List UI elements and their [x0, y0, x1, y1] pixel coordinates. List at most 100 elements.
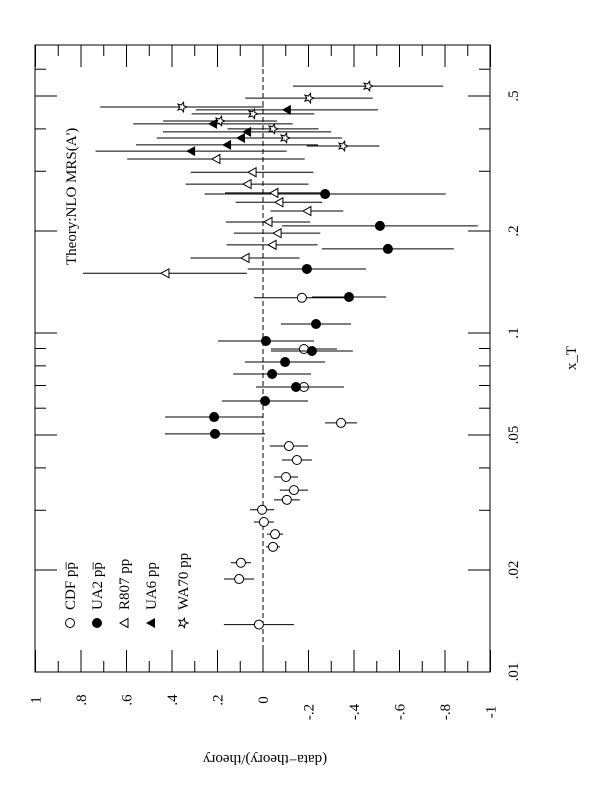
open-circle-marker	[257, 504, 268, 515]
open-circle-marker	[288, 485, 299, 496]
open-circle-marker	[65, 618, 75, 628]
y-tick-label: 0	[256, 696, 272, 704]
open-circle-marker	[268, 541, 279, 552]
series-wa70	[100, 80, 444, 153]
open-triangle-marker	[210, 153, 221, 165]
annotation-theory: Theory:NLO MRS(A')	[64, 128, 80, 265]
open-circle-marker	[283, 441, 294, 452]
open-circle-marker	[258, 516, 269, 527]
open-star-marker	[177, 616, 190, 630]
filled-circle-marker	[280, 357, 291, 368]
filled-circle-marker	[209, 428, 220, 439]
legend-item-ua2: UA2 pp̅	[90, 562, 106, 628]
open-triangle-marker	[240, 252, 250, 264]
open-circle-marker	[336, 417, 347, 428]
legend-series-name: R807	[117, 574, 133, 610]
open-star-marker	[176, 101, 189, 114]
x-axis-label: x_T	[564, 346, 580, 370]
filled-circle-marker	[382, 243, 393, 254]
legend-label: WA70 pp	[176, 553, 192, 610]
x-tick-label: .2	[506, 225, 522, 236]
filled-triangle-marker	[222, 139, 232, 150]
filled-circle-marker	[260, 336, 271, 347]
filled-circle-marker	[374, 220, 385, 231]
legend-series-name: CDF	[63, 577, 79, 610]
filled-circle-marker	[209, 412, 220, 423]
series-cdf	[223, 292, 357, 630]
legend-beam: pp̅	[90, 562, 106, 577]
open-triangle-marker	[268, 187, 279, 199]
y-tick-label: .4	[165, 694, 181, 706]
open-circle-marker	[291, 455, 302, 466]
y-tick-label: .6	[120, 694, 136, 706]
open-star-marker	[267, 122, 280, 135]
filled-triangle-marker	[186, 146, 196, 157]
legend-label: UA2 pp̅	[90, 562, 106, 610]
open-circle-marker	[234, 574, 245, 585]
open-triangle-marker	[159, 267, 170, 279]
filled-circle-marker	[301, 263, 312, 274]
legend-item-ua6: UA6 pp	[144, 562, 160, 628]
y-tick-label: -.6	[393, 703, 409, 720]
open-star-marker	[303, 92, 316, 105]
x-tick-label: .01	[506, 663, 522, 682]
open-circle-marker	[270, 529, 281, 540]
y-tick-label: -.4	[347, 703, 363, 720]
legend-label: UA6 pp	[144, 562, 160, 610]
y-tick-label: .8	[74, 694, 90, 705]
y-tick-label: -.2	[302, 704, 318, 720]
filled-triangle-marker	[146, 618, 155, 628]
y-tick-label: 1	[29, 696, 45, 704]
open-circle-marker	[253, 619, 264, 630]
tick-labels: .01 .02 .05 .1 .2 .5 1 .8 .6 .4 .2 0 -.2 -.4 -.6 -.8 -1	[29, 90, 523, 720]
series-ua6	[95, 104, 378, 157]
filled-circle-marker	[92, 618, 102, 628]
open-star-marker	[362, 80, 375, 93]
y-tick-label: -.8	[438, 704, 454, 720]
legend-beam: pp	[144, 562, 160, 577]
open-triangle-marker	[118, 617, 129, 629]
filled-circle-marker	[267, 368, 278, 379]
open-triangle-marker	[242, 178, 252, 190]
open-triangle-marker	[273, 196, 284, 208]
legend-series-name: UA6	[144, 577, 160, 610]
y-tick-label: -1	[484, 706, 500, 719]
open-triangle-marker	[267, 239, 277, 251]
open-triangle-marker	[247, 166, 257, 178]
x-tick-label: .5	[506, 90, 522, 101]
x-tick-label: .05	[506, 426, 522, 445]
filled-circle-marker	[260, 396, 271, 407]
open-star-marker	[247, 107, 260, 120]
filled-circle-marker	[306, 345, 317, 356]
legend-item-wa70: WA70 pp	[176, 553, 192, 630]
filled-circle-marker	[311, 319, 322, 330]
open-circle-marker	[281, 494, 292, 505]
open-triangle-marker	[262, 216, 273, 228]
legend-beam: pp̅	[63, 562, 79, 577]
legend-beam: pp	[117, 559, 133, 574]
legend-series-name: WA70	[176, 568, 192, 610]
x-tick-label: .1	[506, 327, 522, 338]
open-triangle-marker	[272, 227, 282, 239]
y-axis-label: (data−theory)/theory	[202, 751, 327, 767]
legend-beam: pp	[176, 553, 192, 568]
open-star-marker	[279, 131, 292, 145]
filled-circle-marker	[320, 189, 331, 200]
filled-triangle-marker	[281, 104, 291, 115]
open-triangle-marker	[301, 205, 312, 217]
legend-series-name: UA2	[90, 577, 106, 610]
open-circle-marker	[235, 557, 246, 568]
data-marks	[83, 80, 478, 630]
open-circle-marker	[296, 292, 307, 303]
series-r807	[83, 153, 344, 279]
open-circle-marker	[280, 472, 291, 483]
x-tick-label: .02	[506, 561, 522, 580]
legend-item-cdf: CDF pp̅	[63, 562, 79, 628]
axis-ticks	[35, 45, 491, 673]
series-ua2	[164, 189, 478, 439]
legend-item-r807: R807 pp	[117, 559, 133, 629]
legend-label: R807 pp	[117, 559, 133, 610]
filled-circle-marker	[343, 292, 354, 303]
